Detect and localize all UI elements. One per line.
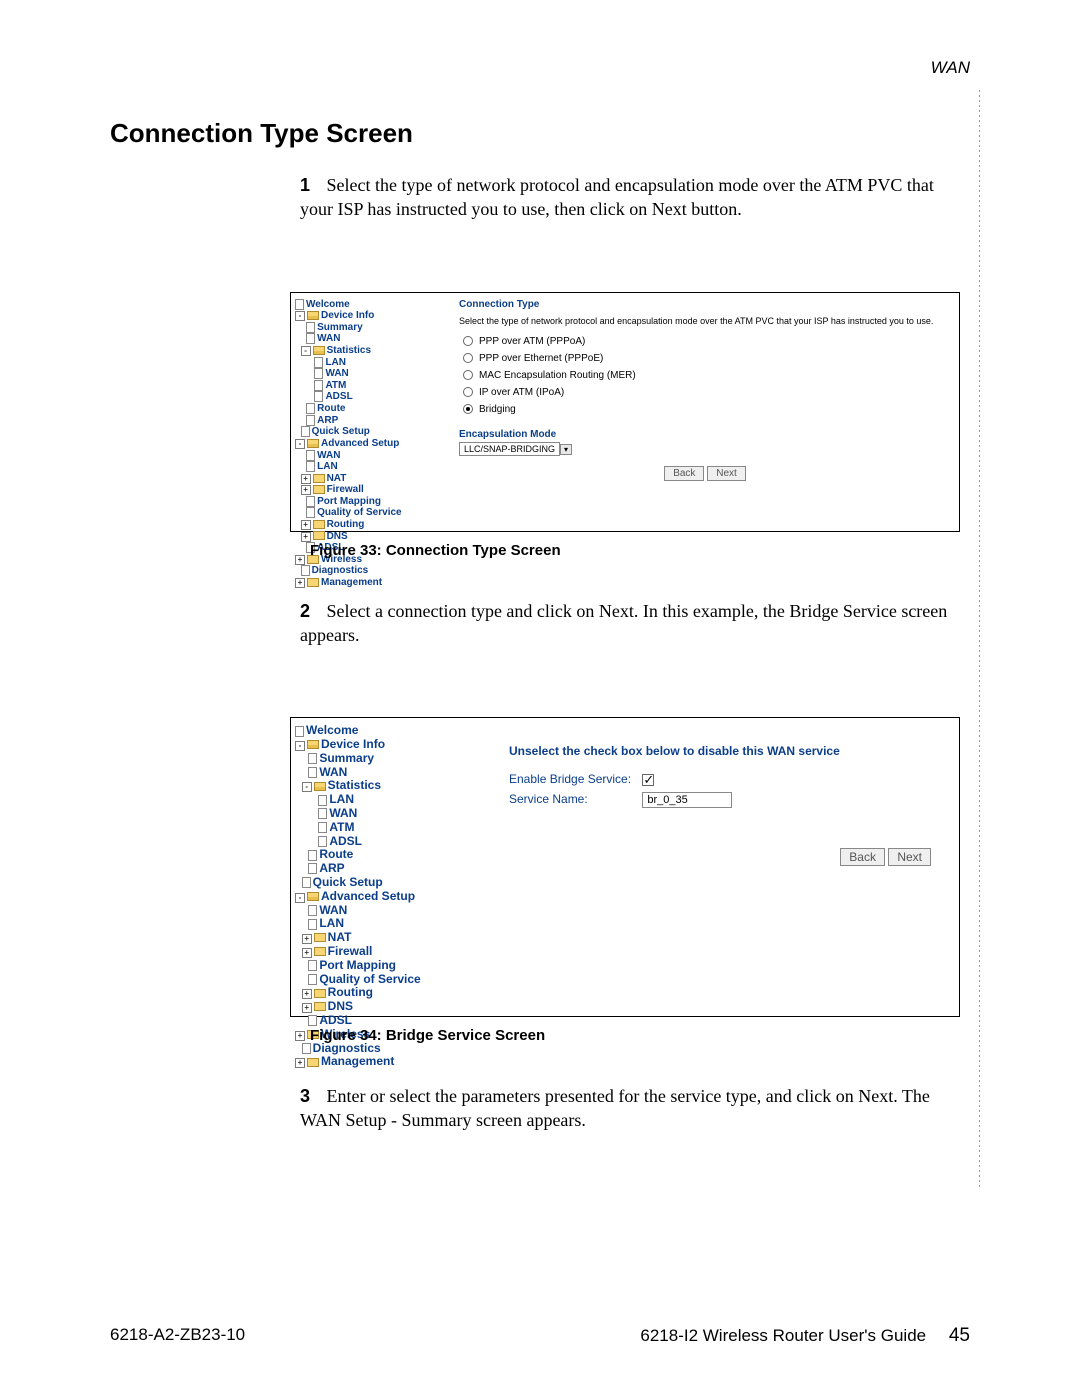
enable-bridge-label: Enable Bridge Service: <box>509 772 639 786</box>
tree2-wan[interactable]: WAN <box>295 766 497 780</box>
tree2-mgmt[interactable]: +Management <box>295 1055 497 1069</box>
service-name-label: Service Name: <box>509 792 639 806</box>
tree2-adsl2[interactable]: ADSL <box>295 1014 497 1028</box>
tree-routing[interactable]: +Routing <box>295 519 447 531</box>
nav-tree-2: Welcome -Device Info Summary WAN -Statis… <box>291 718 501 1016</box>
back-button[interactable]: Back <box>664 466 704 481</box>
tree-quick[interactable]: Quick Setup <box>295 426 447 438</box>
encapsulation-title: Encapsulation Mode <box>459 429 951 440</box>
tree-route[interactable]: Route <box>295 403 447 415</box>
radio-mer[interactable]: MAC Encapsulation Routing (MER) <box>463 370 951 381</box>
figure-33-screenshot: Welcome -Device Info Summary WAN -Statis… <box>290 292 960 532</box>
step-1-number: 1 <box>300 173 322 197</box>
step-2-number: 2 <box>300 599 322 623</box>
footer-left: 6218-A2-ZB23-10 <box>110 1325 245 1347</box>
bridge-headline: Unselect the check box below to disable … <box>509 744 951 758</box>
tree2-wan2[interactable]: WAN <box>295 807 497 821</box>
tree2-statistics[interactable]: -Statistics <box>295 779 497 793</box>
tree-wan3[interactable]: WAN <box>295 450 447 462</box>
tree2-adsl[interactable]: ADSL <box>295 835 497 849</box>
tree2-atm[interactable]: ATM <box>295 821 497 835</box>
tree-advanced[interactable]: -Advanced Setup <box>295 438 447 450</box>
tree2-welcome[interactable]: Welcome <box>295 724 497 738</box>
decorative-dotted-rule <box>979 90 980 1187</box>
page-number: 45 <box>949 1325 970 1346</box>
dropdown-arrow-icon[interactable]: ▾ <box>560 444 572 455</box>
radio-bridging[interactable]: Bridging <box>463 404 951 415</box>
figure-33-caption: Figure 33: Connection Type Screen <box>310 542 970 559</box>
radio-pppoe[interactable]: PPP over Ethernet (PPPoE) <box>463 353 951 364</box>
tree-wan[interactable]: WAN <box>295 333 447 345</box>
tree-adsl[interactable]: ADSL <box>295 391 447 403</box>
step-1-text: Select the type of network protocol and … <box>300 175 934 219</box>
step-3-number: 3 <box>300 1084 322 1108</box>
step-3-text: Enter or select the parameters presented… <box>300 1086 930 1130</box>
tree2-portmap[interactable]: Port Mapping <box>295 959 497 973</box>
enable-bridge-checkbox[interactable] <box>642 774 654 786</box>
figure-34-caption: Figure 34: Bridge Service Screen <box>310 1027 970 1044</box>
tree-atm[interactable]: ATM <box>295 380 447 392</box>
tree-firewall[interactable]: +Firewall <box>295 484 447 496</box>
tree-lan2[interactable]: LAN <box>295 461 447 473</box>
tree-device-info[interactable]: -Device Info <box>295 310 447 322</box>
tree-statistics[interactable]: -Statistics <box>295 345 447 357</box>
tree-lan[interactable]: LAN <box>295 357 447 369</box>
tree2-nat[interactable]: +NAT <box>295 931 497 945</box>
tree-welcome[interactable]: Welcome <box>295 299 447 311</box>
tree2-arp[interactable]: ARP <box>295 862 497 876</box>
connection-type-panel: Connection Type Select the type of netwo… <box>451 293 959 531</box>
footer-right: 6218-I2 Wireless Router User's Guide <box>640 1326 926 1345</box>
back-button-2[interactable]: Back <box>840 848 885 866</box>
bridge-service-panel: Unselect the check box below to disable … <box>501 718 959 1016</box>
radio-pppoa[interactable]: PPP over ATM (PPPoA) <box>463 336 951 347</box>
tree2-lan[interactable]: LAN <box>295 793 497 807</box>
tree2-routing[interactable]: +Routing <box>295 986 497 1000</box>
tree-wan2[interactable]: WAN <box>295 368 447 380</box>
tree-dns[interactable]: +DNS <box>295 531 447 543</box>
encapsulation-select[interactable]: LLC/SNAP-BRIDGING <box>459 442 560 456</box>
header-section-label: WAN <box>931 58 970 78</box>
tree-diag[interactable]: Diagnostics <box>295 565 447 577</box>
tree-mgmt[interactable]: +Management <box>295 577 447 589</box>
nav-tree: Welcome -Device Info Summary WAN -Statis… <box>291 293 451 531</box>
tree-nat[interactable]: +NAT <box>295 473 447 485</box>
service-name-input[interactable]: br_0_35 <box>642 792 732 808</box>
tree2-wan3[interactable]: WAN <box>295 904 497 918</box>
figure-34-screenshot: Welcome -Device Info Summary WAN -Statis… <box>290 717 960 1017</box>
tree2-advanced[interactable]: -Advanced Setup <box>295 890 497 904</box>
radio-ipoa[interactable]: IP over ATM (IPoA) <box>463 387 951 398</box>
tree-qos[interactable]: Quality of Service <box>295 507 447 519</box>
tree-portmap[interactable]: Port Mapping <box>295 496 447 508</box>
next-button-2[interactable]: Next <box>888 848 931 866</box>
page-title: Connection Type Screen <box>110 118 970 149</box>
tree-arp[interactable]: ARP <box>295 415 447 427</box>
tree2-device-info[interactable]: -Device Info <box>295 738 497 752</box>
tree2-route[interactable]: Route <box>295 848 497 862</box>
step-2-text: Select a connection type and click on Ne… <box>300 601 947 645</box>
tree2-lan2[interactable]: LAN <box>295 917 497 931</box>
tree-summary[interactable]: Summary <box>295 322 447 334</box>
panel-title: Connection Type <box>459 299 951 310</box>
panel-instruction: Select the type of network protocol and … <box>459 316 951 326</box>
tree2-qos[interactable]: Quality of Service <box>295 973 497 987</box>
tree2-summary[interactable]: Summary <box>295 752 497 766</box>
tree2-firewall[interactable]: +Firewall <box>295 945 497 959</box>
tree2-dns[interactable]: +DNS <box>295 1000 497 1014</box>
tree2-quick[interactable]: Quick Setup <box>295 876 497 890</box>
next-button[interactable]: Next <box>707 466 746 481</box>
